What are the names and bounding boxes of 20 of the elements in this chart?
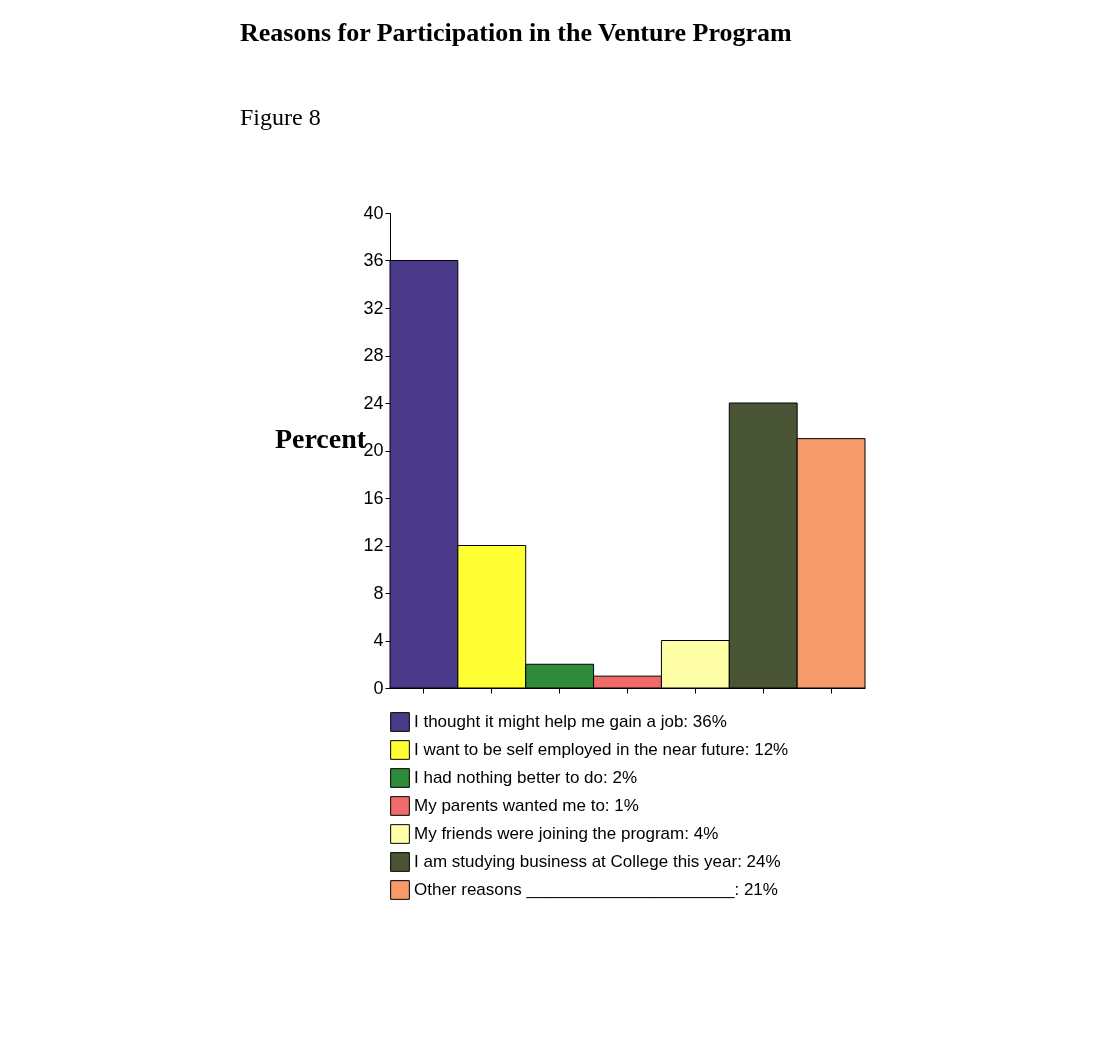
- caption: Figure 8: [240, 104, 321, 130]
- y-tick-label: 40: [363, 202, 384, 223]
- y-tick-label: 24: [363, 392, 384, 413]
- legend-label: My friends were joining the program: 4%: [414, 824, 719, 843]
- legend-label: I want to be self employed in the near future: 12%: [414, 740, 789, 759]
- legend-label: I had nothing better to do: 2%: [414, 768, 638, 787]
- y-tick-label: 20: [363, 440, 384, 460]
- legend-label: My parents wanted me to: 1%: [414, 796, 639, 815]
- y-tick-label: 4: [373, 630, 384, 650]
- y-tick-label: 36: [363, 250, 384, 270]
- y-tick-label: 12: [363, 535, 384, 555]
- y-tick-label: 16: [363, 487, 384, 508]
- legend-label: Other reasons ______________________: 21%: [414, 880, 778, 899]
- legend-label: I thought it might help me gain a job: 36%: [414, 712, 727, 731]
- chart-title: Reasons for Participation in the Venture Program: [240, 18, 793, 47]
- y-tick-label: 8: [373, 582, 384, 603]
- legend-label: I am studying business at College this year: 24%: [414, 852, 781, 871]
- y-tick-label: 0: [373, 677, 384, 698]
- y-tick-label: 32: [363, 297, 384, 318]
- y-tick-label: 28: [363, 345, 384, 365]
